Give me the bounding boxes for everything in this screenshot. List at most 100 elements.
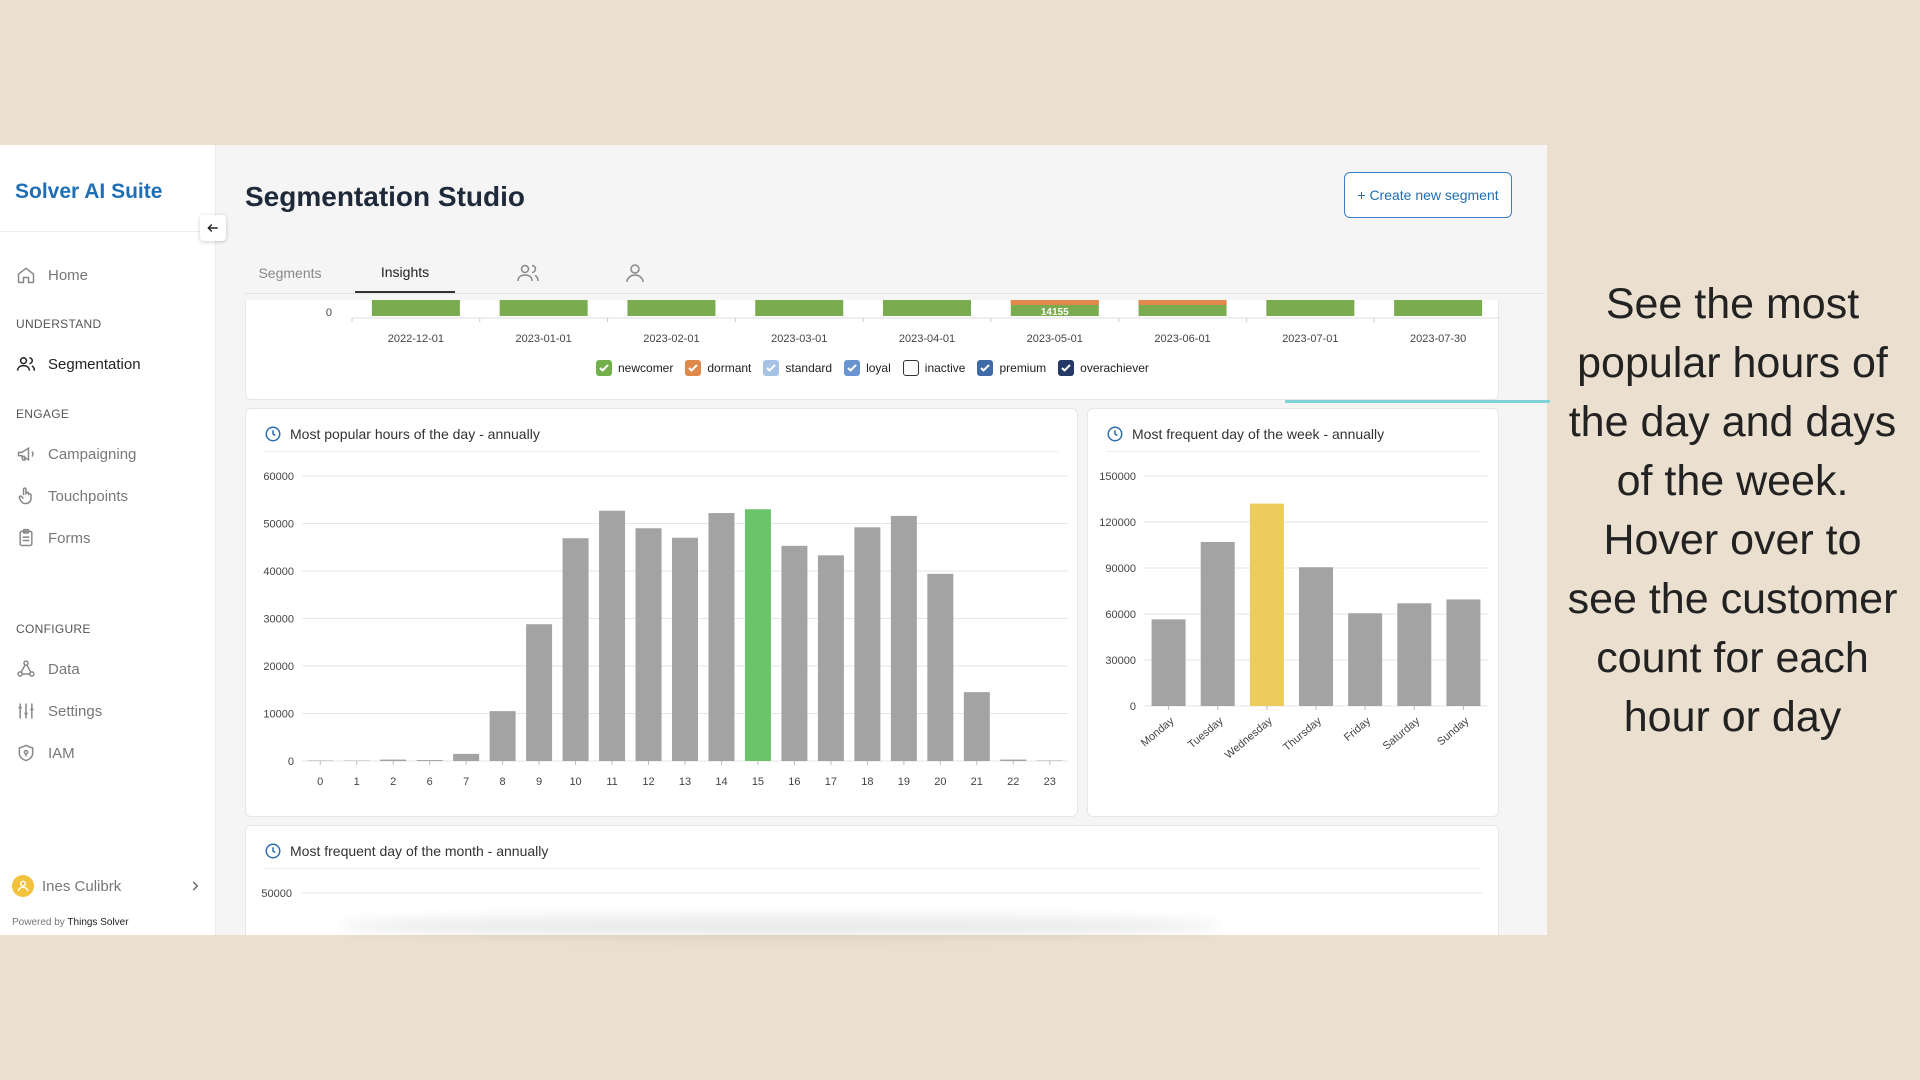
- legend-checkbox[interactable]: [596, 360, 612, 376]
- tab-groups[interactable]: [503, 253, 553, 293]
- bar[interactable]: [927, 573, 954, 761]
- bar[interactable]: [453, 753, 480, 761]
- legend-label: loyal: [866, 361, 891, 375]
- bar-segment[interactable]: [1138, 300, 1227, 305]
- powered-brand[interactable]: Things Solver: [67, 917, 129, 928]
- legend-checkbox[interactable]: [763, 360, 780, 376]
- bar[interactable]: [854, 527, 881, 761]
- bar[interactable]: [755, 300, 844, 316]
- bar[interactable]: [526, 624, 553, 761]
- bar[interactable]: [1394, 300, 1483, 316]
- legend-checkbox[interactable]: [902, 360, 919, 376]
- bar[interactable]: [562, 538, 589, 761]
- sidebar-item-iam[interactable]: IAM: [16, 743, 75, 763]
- clock-icon: [265, 426, 281, 442]
- bar[interactable]: [781, 545, 808, 761]
- bar[interactable]: [744, 509, 771, 761]
- users-icon: [517, 264, 539, 282]
- sidebar-item-label: Campaigning: [48, 445, 137, 463]
- sidebar-item-campaigning[interactable]: Campaigning: [16, 444, 136, 464]
- y-tick-label: 60000: [1105, 609, 1136, 621]
- home-icon: [17, 267, 35, 284]
- bar[interactable]: [489, 711, 516, 761]
- x-tick-label: 23: [1044, 776, 1056, 788]
- x-tick-label: 2023-03-01: [771, 333, 827, 345]
- brand-logo[interactable]: Solver AI Suite: [15, 180, 163, 203]
- sidebar-item-forms[interactable]: Forms: [16, 528, 91, 548]
- bar[interactable]: [380, 759, 407, 761]
- sidebar-item-data[interactable]: Data: [16, 659, 80, 679]
- bar-segment[interactable]: [1010, 300, 1099, 305]
- sidebar-item-segmentation[interactable]: Segmentation: [16, 354, 141, 374]
- bar[interactable]: [708, 513, 735, 761]
- bar[interactable]: [883, 300, 971, 316]
- x-tick-label: Wednesday: [1223, 715, 1275, 762]
- legend-checkbox[interactable]: [844, 360, 861, 376]
- legend-item-dormant[interactable]: dormant: [685, 360, 751, 376]
- section-configure: CONFIGURE: [16, 622, 91, 636]
- bar[interactable]: [627, 300, 716, 316]
- sidebar-item-touchpoints[interactable]: Touchpoints: [16, 486, 128, 506]
- sidebar-item-settings[interactable]: Settings: [16, 701, 102, 721]
- y-tick-label: 30000: [1105, 655, 1136, 667]
- legend-item-inactive[interactable]: inactive: [902, 360, 965, 376]
- sidebar: Solver AI Suite Home UNDERSTAND Segmenta…: [0, 145, 216, 935]
- bar[interactable]: [635, 528, 662, 761]
- user-menu[interactable]: Ines Culibrk: [12, 875, 202, 897]
- arrow-left-icon: [207, 224, 218, 232]
- bar[interactable]: [1151, 619, 1186, 706]
- bar[interactable]: [499, 300, 588, 316]
- bar[interactable]: [1249, 503, 1284, 706]
- bar[interactable]: [1446, 599, 1481, 706]
- sidebar-item-label: Forms: [48, 529, 91, 547]
- clock-icon: [1107, 426, 1123, 442]
- legend-item-standard[interactable]: standard: [763, 360, 832, 376]
- weekday-bar-chart[interactable]: 0 30000 60000 90000 120000 150000 Monday Tuesda…: [1088, 409, 1500, 818]
- y-tick-label: 0: [288, 756, 294, 768]
- tab-insights[interactable]: Insights: [355, 253, 455, 293]
- legend-item-overachiever[interactable]: overachiever: [1058, 360, 1149, 376]
- y-tick-label: 20000: [263, 661, 294, 673]
- shield-icon: [18, 744, 34, 762]
- legend-checkbox[interactable]: [977, 360, 994, 376]
- tab-bar: Segments Insights: [245, 253, 1545, 294]
- segments-over-time-chart[interactable]: 0 14155 2022-12-01 2023-01-01 2023-02-01 20…: [246, 300, 1500, 355]
- legend-item-premium[interactable]: premium: [977, 360, 1046, 376]
- legend-checkbox[interactable]: [1058, 360, 1075, 376]
- legend-label: dormant: [707, 361, 752, 375]
- collapse-sidebar-button[interactable]: [200, 215, 226, 241]
- bar[interactable]: [963, 692, 990, 761]
- bar[interactable]: [371, 300, 460, 316]
- legend-checkbox[interactable]: [685, 360, 702, 376]
- x-tick-label: 2023-01-01: [516, 333, 572, 345]
- page-title: Segmentation Studio: [245, 181, 525, 212]
- bar[interactable]: [1266, 300, 1355, 316]
- powered-prefix: Powered by: [12, 917, 65, 928]
- sidebar-item-home[interactable]: Home: [16, 265, 88, 285]
- bar[interactable]: [1000, 759, 1027, 761]
- bar[interactable]: [1200, 541, 1235, 706]
- bar[interactable]: [1348, 613, 1383, 706]
- bar[interactable]: [1397, 603, 1432, 706]
- create-segment-button[interactable]: + Create new segment: [1344, 172, 1512, 218]
- legend-item-loyal[interactable]: loyal: [844, 360, 891, 376]
- bar[interactable]: [817, 555, 844, 761]
- section-engage: ENGAGE: [16, 407, 70, 421]
- segments-over-time-card: 0 14155 2022-12-01 2023-01-01 2023-02-01 20…: [245, 300, 1500, 400]
- legend-item-newcomer[interactable]: newcomer: [596, 360, 673, 376]
- tab-individual[interactable]: [610, 253, 660, 293]
- x-tick-label: 0: [317, 776, 323, 788]
- x-tick-label: 15: [752, 776, 764, 788]
- user-icon: [17, 880, 29, 892]
- month-day-bar-chart[interactable]: 50000: [246, 826, 1500, 926]
- bar[interactable]: [890, 515, 917, 761]
- bar[interactable]: [1299, 567, 1333, 706]
- bar[interactable]: [416, 760, 443, 761]
- x-tick-label: Friday: [1342, 715, 1374, 744]
- x-tick-label: 2023-02-01: [643, 333, 699, 345]
- bar[interactable]: [599, 510, 626, 761]
- tab-segments[interactable]: Segments: [258, 265, 322, 281]
- y-tick-label: 10000: [263, 709, 294, 721]
- bar[interactable]: [672, 537, 698, 761]
